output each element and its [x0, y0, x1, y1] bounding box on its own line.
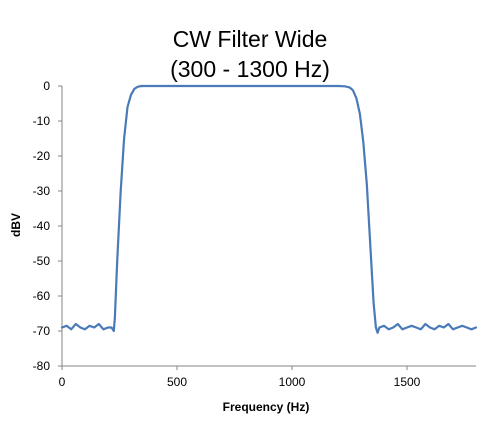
y-tick-label: -60 — [33, 289, 51, 303]
series-line — [60, 84, 478, 334]
y-tick-label: 0 — [43, 79, 50, 93]
y-tick-label: -50 — [33, 254, 51, 268]
x-tick-label: 0 — [59, 375, 66, 389]
series-layer — [60, 84, 478, 334]
chart-title: CW Filter Wide — [172, 26, 328, 52]
y-axis-title: dBV — [9, 213, 23, 237]
y-tick-label: -20 — [33, 149, 51, 163]
x-tick-label: 1000 — [279, 375, 306, 389]
chart-subtitle: (300 - 1300 Hz) — [170, 56, 330, 82]
y-tick-label: -30 — [33, 184, 51, 198]
y-tick-label: -70 — [33, 324, 51, 338]
x-axis-title: Frequency (Hz) — [223, 400, 310, 414]
x-tick-label: 500 — [167, 375, 187, 389]
y-tick-label: -80 — [33, 359, 51, 373]
y-tick-label: -10 — [33, 114, 51, 128]
axes: 0 -10 -20 -30 -40 -50 -60 -70 -80 0 500 1000 1500 — [33, 79, 476, 389]
y-tick-label: -40 — [33, 219, 51, 233]
x-tick-label: 1500 — [394, 375, 421, 389]
